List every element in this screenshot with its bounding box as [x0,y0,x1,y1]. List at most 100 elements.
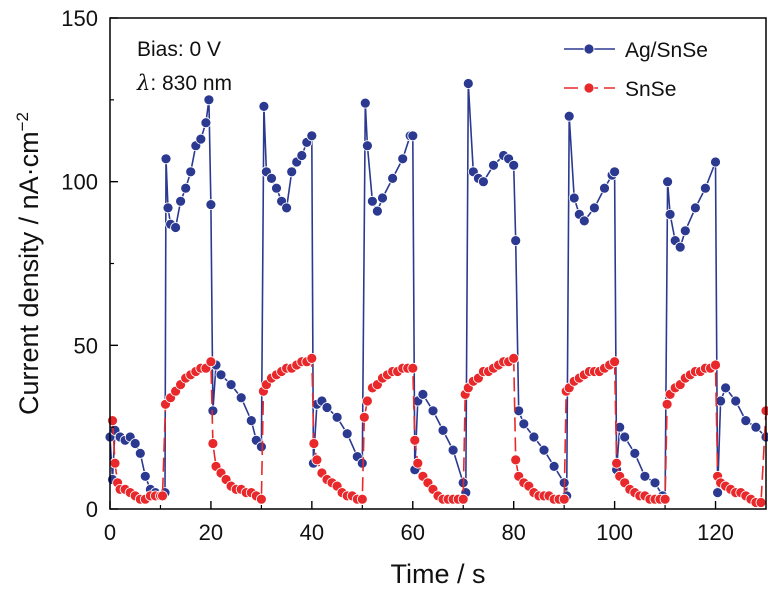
point-ag-snse [181,183,191,193]
point-snse [309,439,319,449]
point-snse [206,357,216,367]
point-ag-snse [398,154,408,164]
point-snse [761,406,768,416]
point-snse [756,498,766,508]
point-ag-snse [620,432,630,442]
point-snse [559,494,569,504]
point-ag-snse [176,196,186,206]
legend-item-ag-snse: Ag/SnSe [564,39,708,62]
point-ag-snse [428,406,438,416]
point-ag-snse [539,445,549,455]
point-ag-snse [362,141,372,151]
point-ag-snse [579,216,589,226]
point-ag-snse [367,196,377,206]
point-snse [312,455,322,465]
point-ag-snse [741,416,751,426]
point-ag-snse [713,488,723,498]
point-snse [357,494,367,504]
point-ag-snse [663,177,673,187]
point-ag-snse [438,425,448,435]
wavelength-annotation: λ: 830 nm [136,71,232,95]
point-snse [359,412,369,422]
point-ag-snse [236,393,246,403]
x-axis-label: Time / s [390,559,485,589]
point-snse [610,357,620,367]
x-tick-label-2: 40 [300,520,324,545]
point-ag-snse [267,173,277,183]
legend-label-ag-snse: Ag/SnSe [625,39,708,62]
point-ag-snse [246,416,256,426]
series-line-ag-snse [110,84,766,500]
y-axis-label-main: Current density / nA·cm [14,131,44,415]
point-ag-snse [630,448,640,458]
point-ag-snse [206,200,216,210]
series-ag-snse [105,79,768,505]
y-tick-label-3: 150 [61,6,98,31]
point-snse [660,494,670,504]
point-ag-snse [589,203,599,213]
point-ag-snse [600,183,610,193]
point-ag-snse [564,111,574,121]
point-ag-snse [700,183,710,193]
point-snse [410,435,420,445]
point-ag-snse [287,167,297,177]
point-ag-snse [751,422,761,432]
y-tick-label-1: 50 [74,333,98,358]
point-snse [509,353,519,363]
point-ag-snse [665,209,675,219]
point-ag-snse [130,439,140,449]
x-tick-label-1: 20 [199,520,223,545]
point-ag-snse [322,403,332,413]
legend-label-snse: SnSe [625,78,676,101]
point-ag-snse [135,448,145,458]
point-ag-snse [569,193,579,203]
point-snse [408,363,418,373]
point-ag-snse [378,193,388,203]
wavelength-symbol: λ [136,71,150,95]
point-snse [307,353,317,363]
point-ag-snse [272,183,282,193]
y-tick-label-2: 100 [61,170,98,195]
point-ag-snse [259,101,269,111]
point-ag-snse [529,432,539,442]
point-snse [711,360,721,370]
point-ag-snse [388,173,398,183]
point-ag-snse [163,203,173,213]
x-tick-label-5: 100 [596,520,633,545]
point-snse [612,458,622,468]
x-tick-label-0: 0 [104,520,116,545]
x-tick-label-4: 80 [501,520,525,545]
legend-marker-ag-snse [584,44,594,54]
point-snse [458,494,468,504]
point-ag-snse [297,151,307,161]
point-ag-snse [511,236,521,246]
point-ag-snse [463,79,473,89]
y-tick-label-0: 0 [86,497,98,522]
wavelength-value: : 830 nm [150,72,232,95]
point-ag-snse [549,461,559,471]
point-ag-snse [731,396,741,406]
point-ag-snse [282,203,292,213]
point-ag-snse [140,471,150,481]
point-snse [108,416,118,426]
point-ag-snse [372,206,382,216]
legend: Ag/SnSe SnSe [564,39,708,101]
point-snse [208,439,218,449]
bias-annotation: Bias: 0 V [137,38,221,61]
point-ag-snse [196,134,206,144]
point-ag-snse [716,396,726,406]
point-ag-snse [519,419,529,429]
y-axis-label-superscript: −2 [13,112,32,131]
point-snse [110,458,120,468]
point-ag-snse [332,412,342,422]
point-ag-snse [360,98,370,108]
point-ag-snse [418,389,428,399]
point-ag-snse [226,380,236,390]
point-ag-snse [256,442,266,452]
point-ag-snse [161,154,171,164]
point-ag-snse [640,471,650,481]
point-ag-snse [307,131,317,141]
point-ag-snse [216,370,226,380]
